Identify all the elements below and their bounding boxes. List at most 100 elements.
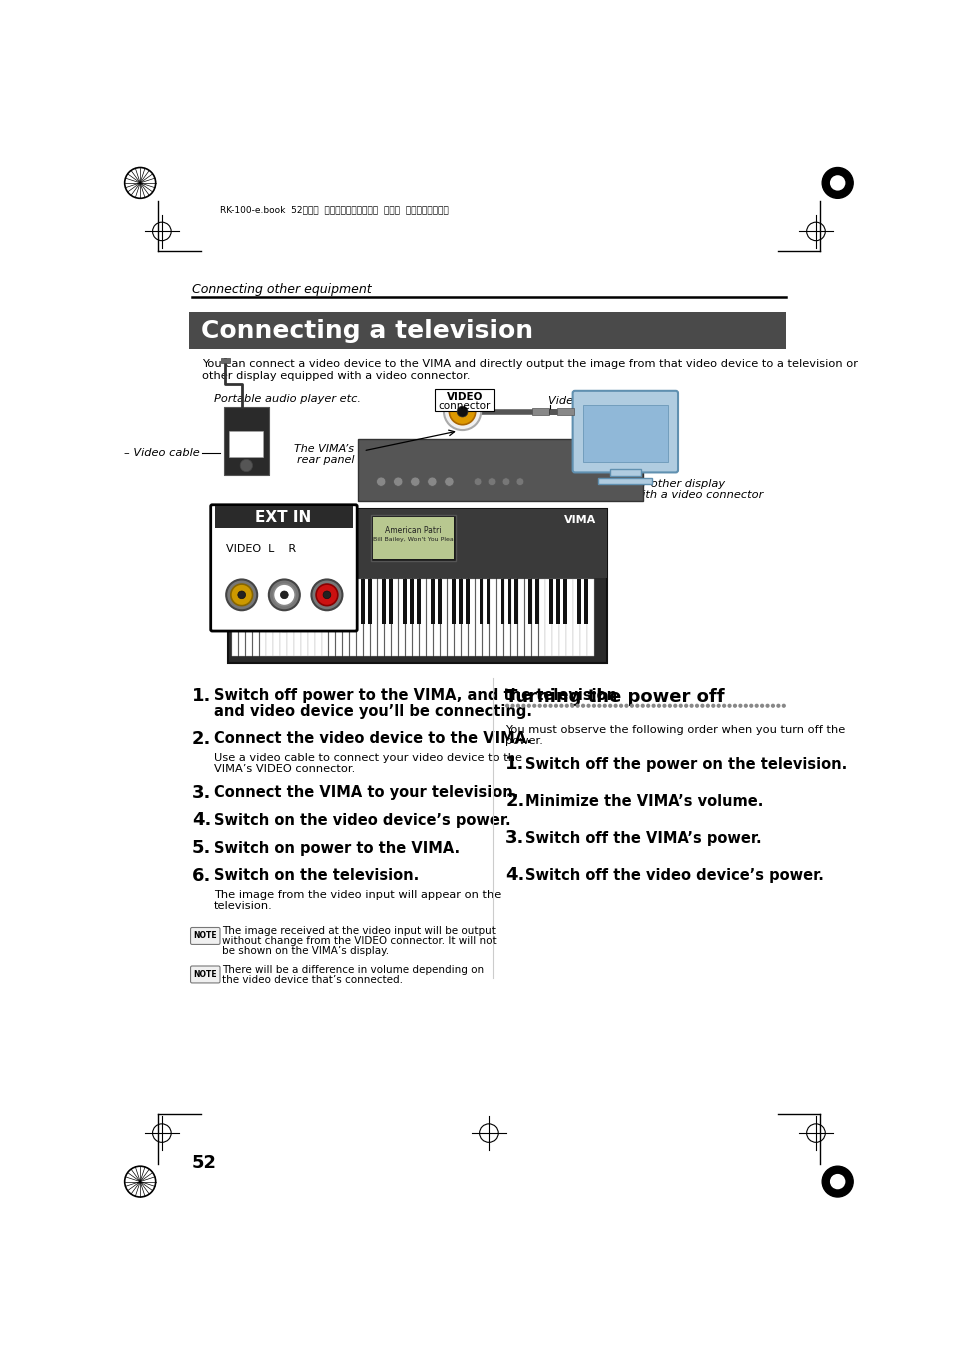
Circle shape [821,168,852,199]
Text: television.: television. [213,901,273,911]
Bar [413,580,418,657]
FancyBboxPatch shape [211,505,356,631]
Bar [371,580,377,657]
Circle shape [533,704,535,707]
Bar [357,439,642,501]
Bar [368,580,372,624]
Text: other display equipped with a video connector.: other display equipped with a video conn… [202,372,470,381]
Bar [524,580,530,657]
Text: There will be a difference in volume depending on: There will be a difference in volume dep… [222,965,484,975]
Circle shape [559,704,562,707]
Circle shape [323,590,331,598]
Circle shape [684,704,687,707]
Bar [291,580,294,624]
Bar [377,580,384,657]
Text: Television or other display: Television or other display [576,480,725,489]
Bar [305,580,309,624]
Bar [280,580,286,657]
Bar [242,580,246,624]
Text: American Patri: American Patri [385,526,441,535]
Circle shape [521,704,524,707]
Bar [503,580,509,657]
Bar [189,312,785,349]
Circle shape [231,584,253,605]
Circle shape [549,704,552,707]
Bar [256,580,260,624]
Text: 3.: 3. [505,830,524,847]
Bar [232,580,237,657]
Text: 2.: 2. [192,730,212,748]
Circle shape [125,168,155,199]
Bar [528,580,532,624]
Text: EXT IN: EXT IN [255,509,312,524]
Circle shape [517,704,518,707]
Circle shape [640,704,643,707]
Circle shape [237,590,245,598]
Bar [440,580,447,657]
Bar [562,580,567,624]
Text: power.: power. [505,736,542,746]
Circle shape [576,704,578,707]
Bar [381,580,385,624]
Text: Switch off the power on the television.: Switch off the power on the television. [525,757,846,771]
Text: connector: connector [438,401,491,411]
Bar [312,580,315,624]
Circle shape [269,580,299,611]
Circle shape [527,704,530,707]
Circle shape [695,704,698,707]
Bar [333,580,336,624]
Text: Switch off power to the VIMA, and the television: Switch off power to the VIMA, and the te… [213,688,617,704]
Bar [410,580,414,624]
Circle shape [311,580,342,611]
Circle shape [565,704,568,707]
Text: Video cable: Video cable [547,396,614,405]
Text: The VIMA’s: The VIMA’s [294,444,354,454]
Circle shape [449,399,476,424]
Circle shape [700,704,703,707]
Text: The image from the video input will appear on the: The image from the video input will appe… [213,890,500,900]
Circle shape [376,477,385,486]
Circle shape [543,704,546,707]
Circle shape [505,704,508,707]
Bar [373,517,454,559]
Circle shape [771,704,774,707]
Text: VIDEO: VIDEO [446,392,482,403]
Bar [354,580,357,624]
Circle shape [743,704,746,707]
Circle shape [602,704,605,707]
Bar [510,580,517,657]
Text: be shown on the VIMA’s display.: be shown on the VIMA’s display. [222,946,389,957]
Bar [350,580,356,657]
Text: NOTE: NOTE [193,970,217,979]
Text: rear panel: rear panel [296,455,354,465]
Bar [263,580,267,624]
Text: without change from the VIDEO connector. It will not: without change from the VIDEO connector.… [222,936,497,946]
Bar [402,580,406,624]
Text: Switch off the VIMA’s power.: Switch off the VIMA’s power. [525,831,761,846]
Circle shape [668,704,671,707]
Bar [577,580,580,624]
Text: The image received at the video input will be output: The image received at the video input wi… [222,927,496,936]
Circle shape [274,584,294,605]
Bar [419,580,426,657]
Bar [287,580,294,657]
Text: 3.: 3. [192,784,212,801]
Circle shape [689,704,692,707]
Circle shape [776,704,779,707]
Circle shape [586,704,589,707]
Circle shape [501,478,509,485]
Circle shape [733,704,736,707]
Circle shape [456,407,468,417]
Bar [447,580,454,657]
Bar [319,580,323,624]
Bar [465,580,469,624]
Circle shape [657,704,659,707]
Text: Connecting other equipment: Connecting other equipment [192,282,372,296]
Bar [245,580,252,657]
Bar [398,580,405,657]
Circle shape [739,704,741,707]
Bar [238,580,245,657]
Circle shape [829,176,844,190]
Bar [301,580,307,657]
Text: You must observe the following order when you turn off the: You must observe the following order whe… [505,725,844,735]
